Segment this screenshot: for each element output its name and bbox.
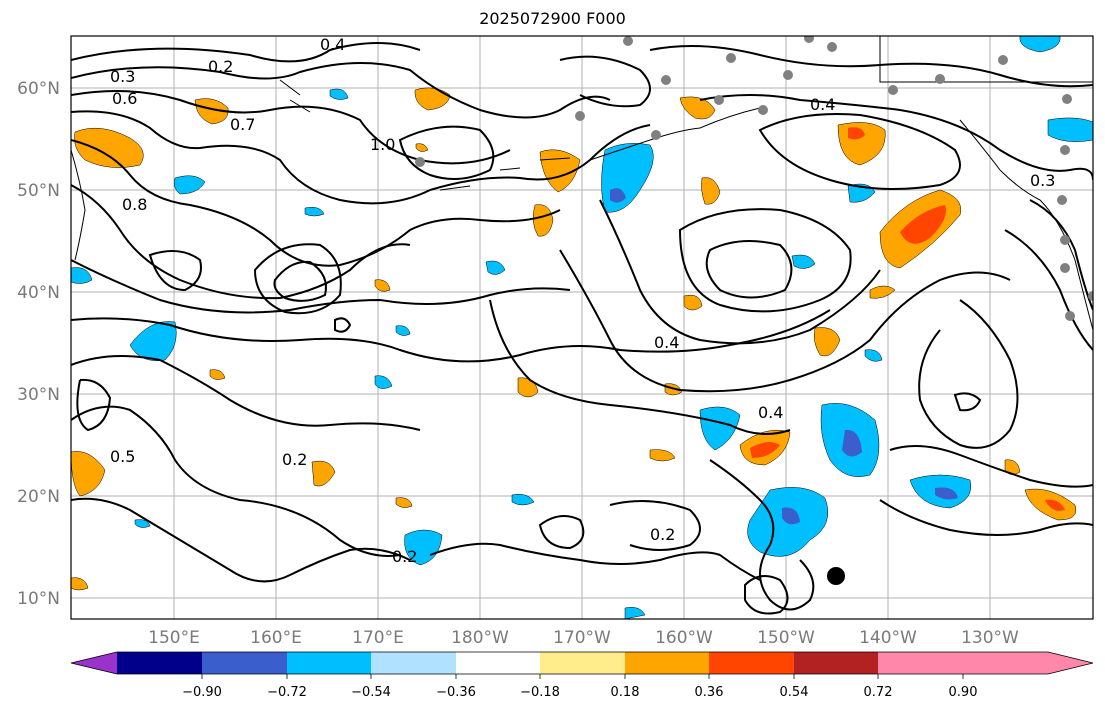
storm-position-marker	[827, 567, 845, 585]
contour-label: 1.0	[370, 135, 395, 154]
lon-label: 180°W	[451, 628, 509, 648]
lon-label: 170°E	[352, 628, 404, 648]
lon-label: 140°W	[859, 628, 917, 648]
colorbar-max-extend	[1048, 652, 1093, 674]
lat-label: 40°N	[17, 283, 60, 303]
colorbar-tick-label: −0.54	[351, 685, 391, 700]
contour-label: 0.4	[810, 95, 835, 114]
contour-label: 0.3	[110, 67, 135, 86]
lon-label: 160°E	[250, 628, 302, 648]
colorbar-tick-label: −0.90	[182, 685, 222, 700]
colorbar-tick-label: 0.54	[780, 685, 809, 700]
colorbar-swatch	[287, 652, 371, 674]
colorbar-tick-label: −0.18	[520, 685, 560, 700]
colorbar-tick-label: 0.18	[611, 685, 640, 700]
colorbar-swatch	[625, 652, 709, 674]
contour-label: 0.2	[282, 450, 307, 469]
colorbar-tick-label: −0.72	[267, 685, 307, 700]
colorbar-swatch	[794, 652, 878, 674]
contour-lines	[71, 42, 1093, 615]
contour-label: 0.8	[122, 195, 147, 214]
contour-label: 0.7	[230, 115, 255, 134]
positive-anomaly-shading	[71, 87, 1077, 591]
lat-label: 20°N	[17, 487, 60, 507]
lon-label: 160°W	[655, 628, 713, 648]
colorbar-min-extend	[71, 652, 117, 674]
colorbar-tick-label: 0.72	[864, 685, 893, 700]
contour-label: 0.3	[1030, 171, 1055, 190]
lon-label: 150°W	[757, 628, 815, 648]
colorbar-swatch	[878, 652, 963, 674]
lat-label: 60°N	[17, 79, 60, 99]
colorbar-swatch	[371, 652, 456, 674]
lon-label: 130°W	[961, 628, 1019, 648]
contour-labels: 0.4 0.2 0.3 0.6 0.7 0.8 1.0 0.5 0.4 0.4 …	[110, 35, 1055, 566]
coastlines	[71, 36, 1093, 331]
colorbar-tick-label: 0.36	[695, 685, 724, 700]
contour-label: 0.5	[110, 447, 135, 466]
lon-label: 150°E	[148, 628, 200, 648]
lat-label: 50°N	[17, 181, 60, 201]
colorbar-outline	[70, 651, 1094, 675]
colorbar-tick-label: −0.36	[436, 685, 476, 700]
colorbar: −0.90 −0.72 −0.54 −0.36 −0.18 0.18 0.36 …	[70, 651, 1094, 700]
latitude-labels: 60°N 50°N 40°N 30°N 20°N 10°N	[17, 79, 60, 609]
contour-label: 0.6	[112, 89, 137, 108]
lat-label: 30°N	[17, 385, 60, 405]
negative-anomaly-shading	[71, 36, 1093, 619]
map-frame	[70, 35, 1094, 620]
contour-label: 0.4	[320, 35, 345, 54]
colorbar-swatch	[117, 652, 202, 674]
station-markers	[415, 36, 1093, 321]
lat-label: 10°N	[17, 589, 60, 609]
colorbar-swatch	[709, 652, 794, 674]
chart-title: 2025072900 F000	[479, 9, 626, 28]
contour-label: 0.2	[392, 547, 417, 566]
colorbar-swatch	[540, 652, 625, 674]
lon-label: 170°W	[553, 628, 611, 648]
colorbar-tick-label: 0.90	[949, 685, 978, 700]
longitude-labels: 150°E 160°E 170°E 180°W 170°W 160°W 150°…	[148, 628, 1019, 648]
colorbar-swatch	[202, 652, 287, 674]
contour-label: 0.2	[650, 525, 675, 544]
contour-label: 0.4	[758, 403, 783, 422]
contour-label: 0.2	[208, 57, 233, 76]
contour-label: 0.4	[654, 333, 679, 352]
colorbar-swatch	[456, 652, 540, 674]
colorbar-swatch	[963, 652, 1048, 674]
